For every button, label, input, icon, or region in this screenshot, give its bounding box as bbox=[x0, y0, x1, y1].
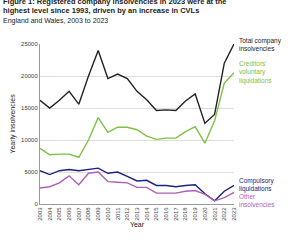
svg-text:2004: 2004 bbox=[47, 207, 53, 221]
svg-text:2019: 2019 bbox=[192, 207, 198, 221]
svg-text:2010: 2010 bbox=[105, 207, 111, 221]
svg-text:Figure 1: Registered company i: Figure 1: Registered company insolvencie… bbox=[3, 0, 226, 25]
svg-text:2011: 2011 bbox=[115, 207, 121, 221]
svg-text:0: 0 bbox=[34, 201, 38, 207]
svg-text:2021: 2021 bbox=[212, 207, 218, 221]
svg-text:Total companyinsolvencies: Total companyinsolvencies bbox=[239, 37, 282, 52]
svg-text:Otherinsolvencies: Otherinsolvencies bbox=[239, 193, 275, 208]
svg-text:Compulsoryliquidations: Compulsoryliquidations bbox=[239, 177, 274, 193]
svg-text:2022: 2022 bbox=[221, 207, 227, 221]
svg-text:Yearly insolvencies: Yearly insolvencies bbox=[9, 94, 17, 154]
svg-text:Creditors'voluntaryliquidation: Creditors'voluntaryliquidations bbox=[239, 60, 272, 85]
svg-text:2018: 2018 bbox=[182, 207, 188, 221]
svg-text:2003: 2003 bbox=[37, 207, 43, 221]
svg-text:Year: Year bbox=[130, 221, 145, 228]
svg-text:2014: 2014 bbox=[144, 207, 150, 221]
svg-text:2012: 2012 bbox=[124, 207, 130, 221]
svg-text:2008: 2008 bbox=[85, 207, 91, 221]
svg-text:2005: 2005 bbox=[56, 207, 62, 221]
svg-text:2017: 2017 bbox=[173, 207, 179, 221]
svg-text:2015: 2015 bbox=[153, 207, 159, 221]
svg-text:10000: 10000 bbox=[21, 137, 38, 143]
svg-text:2013: 2013 bbox=[134, 207, 140, 221]
svg-text:20000: 20000 bbox=[21, 73, 38, 79]
svg-text:5000: 5000 bbox=[24, 169, 38, 175]
svg-text:15000: 15000 bbox=[21, 105, 38, 111]
svg-text:2007: 2007 bbox=[76, 207, 82, 221]
svg-text:2020: 2020 bbox=[202, 207, 208, 221]
svg-text:2009: 2009 bbox=[95, 207, 101, 221]
svg-text:2016: 2016 bbox=[163, 207, 169, 221]
svg-text:25000: 25000 bbox=[21, 41, 38, 47]
svg-text:2023: 2023 bbox=[231, 207, 237, 221]
svg-text:2006: 2006 bbox=[66, 207, 72, 221]
